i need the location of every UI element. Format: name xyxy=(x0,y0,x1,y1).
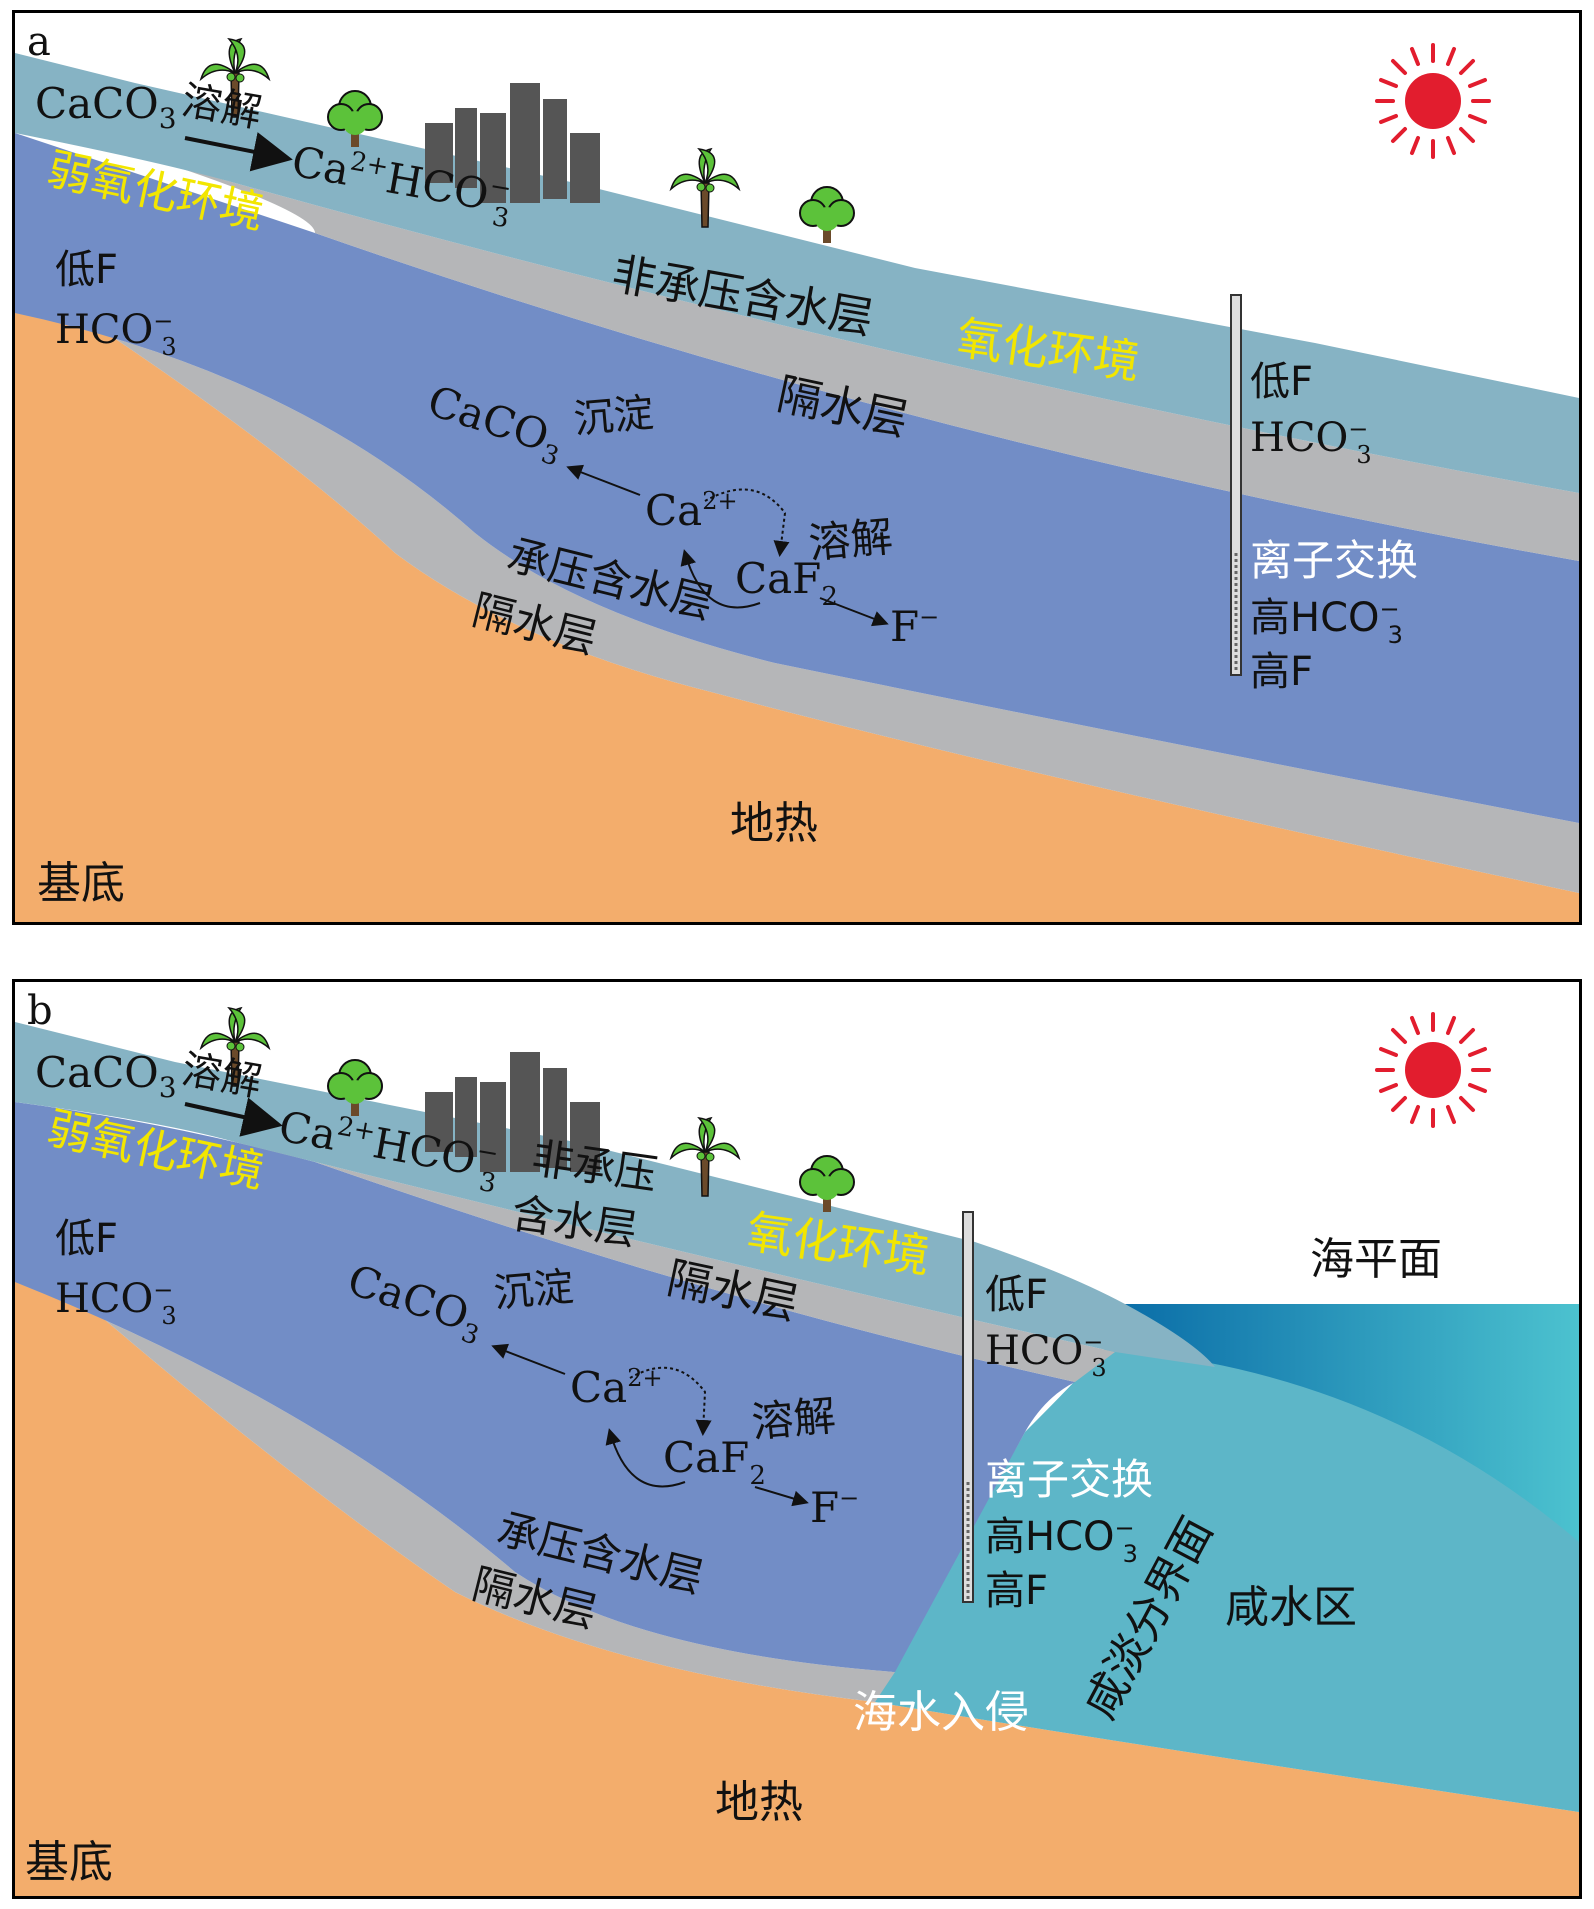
cycle-arrow-solid xyxy=(680,549,761,609)
reactant: CaCO3 xyxy=(35,79,177,135)
product: Ca2+HCO−3 xyxy=(286,137,516,235)
dissolve-arrow xyxy=(754,1486,809,1507)
ca-ion: Ca2+ xyxy=(645,486,738,535)
sea-body xyxy=(1125,1304,1579,1542)
reaction-arrow xyxy=(184,132,293,172)
sun-icon xyxy=(1375,43,1491,159)
dissolve-label: 溶解 xyxy=(750,1391,838,1447)
left-hco: HCO− 3 xyxy=(55,307,177,361)
precip-arrow xyxy=(491,1343,566,1375)
left-low-f: 低F xyxy=(55,1216,118,1262)
dissolve-arrow xyxy=(819,597,889,627)
left-low-f: 低F xyxy=(55,247,118,293)
well-low-f: 低F xyxy=(1250,359,1313,405)
precip-arrow xyxy=(566,464,641,496)
precip-label: 沉淀 xyxy=(492,1264,576,1317)
basement-label: 基底 xyxy=(37,858,125,909)
well-casing xyxy=(962,1211,974,1603)
confined-aquifer-layer xyxy=(15,83,1579,823)
f-ion: F− xyxy=(810,1483,859,1532)
city-buildings-icon xyxy=(425,83,600,203)
panel-b: b CaCO3 溶解 Ca2+HCO−3 弱氧化环境 低F HCO− 3 非承压 … xyxy=(12,979,1582,1899)
unconfined-aquifer-layer xyxy=(15,1022,1215,1367)
well-hco: HCO− 3 xyxy=(985,1328,1107,1382)
caf: CaF2 xyxy=(735,554,838,612)
reactant: CaCO3 xyxy=(35,1048,177,1104)
geothermal-label: 地热 xyxy=(715,1777,803,1828)
left-hco: HCO− 3 xyxy=(55,1276,177,1330)
well-casing xyxy=(1230,294,1242,676)
lower-aquitard xyxy=(15,273,1579,893)
high-f: 高F xyxy=(985,1568,1048,1614)
precip-label: 沉淀 xyxy=(572,390,656,443)
geothermal-label: 地热 xyxy=(730,798,818,849)
upper-aquitard xyxy=(165,1122,1115,1382)
upper-aquitard xyxy=(165,163,1579,561)
well-hco: HCO− 3 xyxy=(1250,415,1372,469)
ca-ion: Ca2+ xyxy=(570,1363,663,1412)
saline-zone xyxy=(875,1312,1579,1812)
caf: CaF2 xyxy=(663,1433,766,1491)
panel-b-diagram: b CaCO3 溶解 Ca2+HCO−3 弱氧化环境 低F HCO− 3 非承压 … xyxy=(15,988,1579,1896)
ion-exchange-label: 离子交换 xyxy=(1250,536,1418,585)
f-ion: F− xyxy=(890,602,939,651)
cycle-arrow-solid xyxy=(605,1428,686,1488)
high-hco: 高HCO− 3 xyxy=(985,1514,1138,1568)
panel-a: a CaCO3 溶解 Ca2+HCO−3 弱氧化环境 低F HCO− 3 非承压含… xyxy=(12,10,1582,925)
saline-zone-label: 咸水区 xyxy=(1225,1582,1357,1633)
basement-label: 基底 xyxy=(25,1837,113,1888)
sun-icon xyxy=(1375,1012,1491,1128)
cycle-arrow-dotted xyxy=(704,488,790,557)
panel-letter: b xyxy=(27,988,53,1034)
basement-layer xyxy=(15,273,1579,922)
seawater-intrusion-label: 海水入侵 xyxy=(853,1687,1029,1738)
panel-letter: a xyxy=(27,19,51,65)
unconfined-aquifer-layer xyxy=(15,53,1579,493)
product: Ca2+HCO−3 xyxy=(273,1102,503,1200)
reaction-arrow xyxy=(184,1097,283,1137)
high-hco: 高HCO− 3 xyxy=(1250,595,1403,649)
city-buildings-icon xyxy=(425,1052,600,1172)
ion-exchange-label: 离子交换 xyxy=(985,1455,1153,1504)
dissolve-label: 溶解 xyxy=(807,512,895,568)
high-f: 高F xyxy=(1250,649,1313,695)
confined-aquifer-layer xyxy=(15,1052,1075,1672)
sea-level-label: 海平面 xyxy=(1310,1234,1442,1285)
basement-layer xyxy=(15,1242,1579,1896)
tree-icon xyxy=(799,186,855,244)
well-low-f: 低F xyxy=(985,1272,1048,1318)
panel-a-diagram: a CaCO3 溶解 Ca2+HCO−3 弱氧化环境 低F HCO− 3 非承压含… xyxy=(15,19,1579,922)
